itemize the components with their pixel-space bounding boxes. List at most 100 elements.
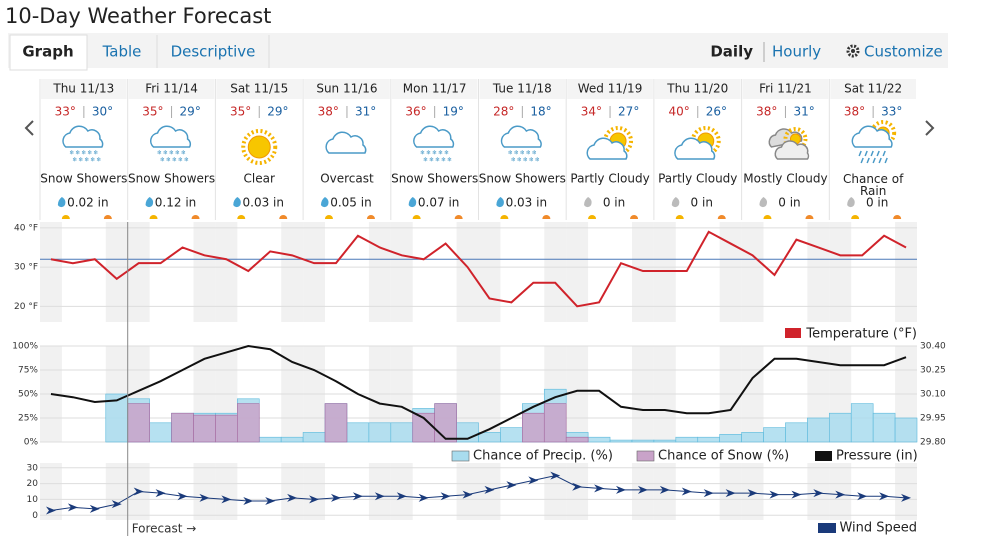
snowflake: ❄ (432, 150, 437, 157)
night-band (215, 463, 238, 520)
wind-arrow (177, 492, 188, 501)
night-band (566, 222, 589, 322)
weather-icon: ❄ ❄ ❄ ❄ ❄❄ ❄ ❄ ❄ ❄ (62, 125, 104, 164)
wind-arrow (725, 489, 736, 498)
wind-arrow (396, 492, 407, 501)
day-condition: Mostly Cloudy (743, 172, 827, 186)
snowflake: ❄ (172, 157, 177, 164)
wind-arrow (879, 492, 890, 501)
weather-icon (768, 127, 810, 160)
day-condition: Overcast (320, 172, 374, 186)
precip-bar (828, 412, 852, 443)
day-low: 26° (706, 105, 727, 119)
day-date: Sun 11/16 (316, 82, 377, 96)
snowflake: ❄ (517, 157, 522, 164)
y-tick-label: 0% (24, 438, 39, 448)
legend-swatch (818, 523, 836, 533)
moon-dot (191, 215, 200, 219)
tab[interactable]: Descriptive (171, 43, 256, 61)
precip-bar (872, 412, 896, 443)
raindrop (882, 150, 886, 157)
y-tick-label: 50% (18, 390, 38, 400)
wind-arrow (901, 493, 912, 502)
moon-dot (630, 215, 639, 219)
sun-dot (237, 215, 246, 219)
y-tick-label: 30 °F (14, 263, 38, 273)
tab[interactable]: Graph (22, 43, 73, 61)
night-band (478, 222, 501, 322)
snowflake: ❄ (529, 157, 534, 164)
customize-link[interactable]: Customize (864, 43, 943, 61)
moon-dot (717, 215, 726, 219)
y-tick-label: 20 °F (14, 302, 38, 312)
wind-arrow (747, 489, 758, 498)
snowflake: ❄ (532, 150, 537, 157)
weather-icon (325, 131, 367, 154)
snowflake: ❄ (178, 157, 183, 164)
night-band (193, 463, 216, 520)
raindrop (872, 157, 876, 164)
precip-bar (302, 432, 326, 443)
night-band (456, 222, 479, 322)
precip-bar (741, 432, 764, 443)
snowflake: ❄ (184, 157, 189, 164)
weather-icon: ❄ ❄ ❄ ❄ ❄❄ ❄ ❄ ❄ ❄ (149, 125, 192, 164)
snow-bar (171, 412, 194, 443)
wind-arrow (155, 489, 166, 498)
day-high: 35° (142, 105, 163, 119)
day-precip: 0.02 in (67, 196, 108, 210)
snowflake: ❄ (72, 157, 77, 164)
legend-swatch (451, 450, 470, 462)
day-low: 31° (355, 105, 376, 119)
night-band (127, 222, 150, 322)
drop-icon (145, 197, 154, 208)
day-high: 40° (668, 105, 689, 119)
day-header-bg (304, 79, 390, 99)
night-band (215, 222, 238, 322)
night-band (741, 222, 764, 322)
snow-bar (127, 403, 150, 443)
wind-arrow (418, 493, 429, 502)
snowflake: ❄ (535, 157, 540, 164)
view-hourly[interactable]: Hourly (772, 43, 821, 61)
weather-icon (674, 126, 721, 160)
day-date: Sat 11/15 (230, 82, 288, 96)
day-date: Mon 11/17 (403, 82, 467, 96)
day-high: 38° (844, 105, 865, 119)
day-high: 33° (55, 105, 76, 119)
sun-dot (675, 215, 684, 219)
day-high: 28° (493, 105, 514, 119)
snowflake: ❄ (426, 150, 431, 157)
prev-arrow[interactable] (24, 120, 34, 136)
weather-icon (241, 129, 278, 165)
day-header-bg (128, 79, 215, 99)
night-band (544, 222, 567, 322)
drop-icon (847, 197, 855, 208)
snow-bar (434, 403, 457, 443)
day-high: 38° (318, 105, 339, 119)
moon-dot (454, 215, 463, 219)
wind-arrow (374, 492, 385, 501)
wind-arrow (67, 503, 78, 512)
day-precip: 0.03 in (506, 196, 547, 210)
day-precip: 0.07 in (418, 196, 459, 210)
night-band (829, 222, 852, 322)
wind-arrow (616, 485, 627, 494)
precip-bar (697, 436, 720, 443)
drop-icon (759, 197, 768, 208)
temperature-line (50, 230, 907, 308)
day-header-bg (391, 79, 478, 99)
night-band (303, 222, 326, 322)
day-date: Fri 11/21 (759, 82, 812, 96)
precip-bar (675, 436, 699, 443)
snowflake: ❄ (435, 157, 440, 164)
sun-dot (149, 215, 158, 219)
view-daily[interactable]: Daily (710, 43, 753, 61)
day-date: Tue 11/18 (492, 82, 552, 96)
tab[interactable]: Table (102, 43, 142, 61)
day-low: 29° (267, 105, 288, 119)
sun (783, 127, 808, 151)
snow-bar (565, 436, 589, 443)
raindrop (870, 150, 874, 157)
next-arrow[interactable] (925, 120, 935, 136)
